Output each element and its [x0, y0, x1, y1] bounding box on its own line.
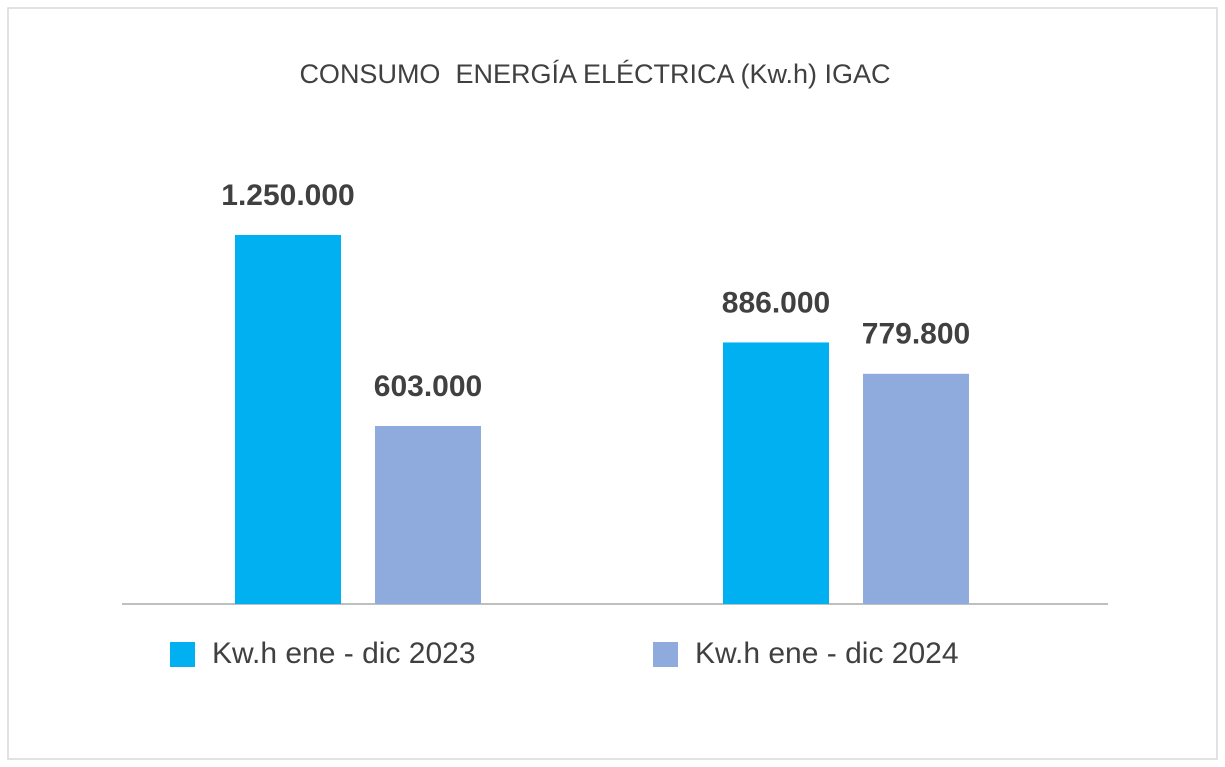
chart-border — [7, 7, 1218, 760]
data-label: 603.000 — [374, 370, 482, 403]
bar — [375, 425, 481, 604]
data-label: 779.800 — [862, 318, 970, 351]
legend-swatch — [653, 642, 678, 667]
bar — [235, 235, 341, 604]
data-label: 886.000 — [722, 286, 830, 319]
chart-title: CONSUMO ENERGÍA ELÉCTRICA (Kw.h) IGAC — [299, 59, 890, 89]
bar — [723, 342, 829, 604]
legend-swatch — [170, 642, 195, 667]
legend-label: Kw.h ene - dic 2023 — [212, 637, 476, 670]
data-label: 1.250.000 — [221, 179, 354, 212]
legend-label: Kw.h ene - dic 2024 — [695, 637, 959, 670]
bar — [863, 373, 969, 604]
